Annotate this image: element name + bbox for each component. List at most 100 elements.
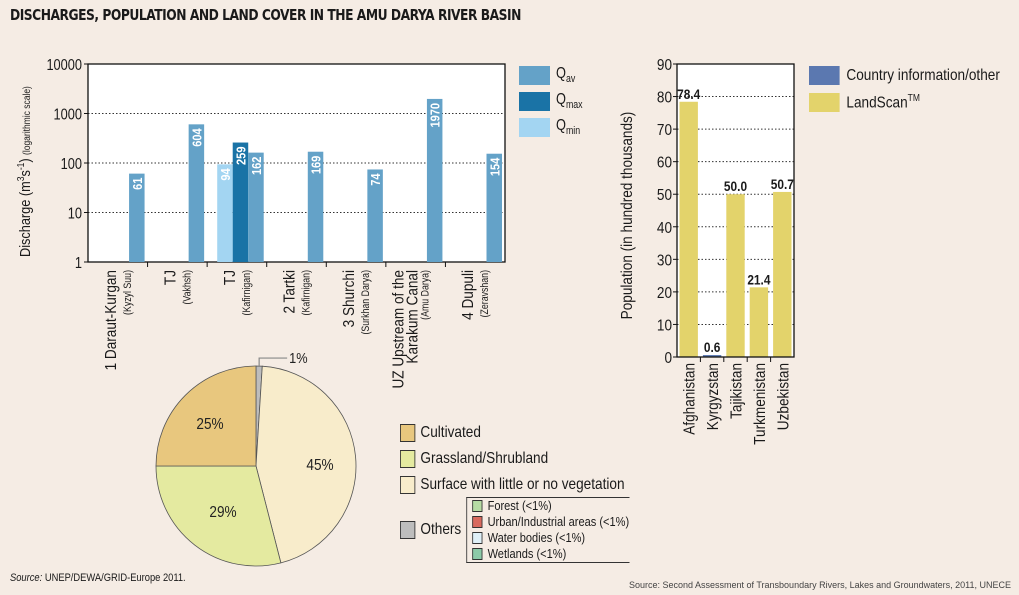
- discharge-bar-qav: [188, 124, 205, 262]
- legend-label: Urban/Industrial areas (<1%): [487, 514, 630, 529]
- population-y-tick-label: 70: [657, 122, 672, 139]
- discharge-category-label: 2 Tartki: [282, 270, 299, 314]
- page-title: DISCHARGES, POPULATION AND LAND COVER IN…: [10, 6, 521, 24]
- population-data-label: 50.0: [724, 178, 747, 194]
- landcover-legend: Cultivated Grassland/Shrubland Surface wit…: [400, 420, 630, 563]
- legend-label: Surface with little or no vegetation: [420, 476, 625, 493]
- population-data-label: 21.4: [747, 271, 771, 287]
- legend-item-cultivated: Cultivated: [400, 420, 629, 446]
- legend-label: Forest (<1%): [487, 498, 552, 513]
- discharge-category-label: 4 Dupuli: [460, 270, 477, 320]
- population-bar: [749, 287, 769, 357]
- discharge-bar-qav: [307, 151, 324, 262]
- discharge-legend: Qav Qmax Qmin: [519, 62, 589, 140]
- population-y-tick-label: 30: [657, 252, 672, 269]
- legend-label: Cultivated: [420, 424, 481, 441]
- pie-slice-label: 1%: [289, 349, 307, 366]
- legend-label: Country information/other: [846, 66, 1000, 84]
- pie-slice-cultivated: [155, 365, 257, 467]
- population-y-tick-label: 80: [657, 90, 672, 107]
- legend-item-qmax: Qmax: [519, 88, 589, 114]
- legend-swatch: [472, 500, 483, 512]
- discharge-category-river: (Kafirnigan): [301, 270, 313, 315]
- legend-item-qav: Qav: [519, 62, 589, 88]
- discharge-category-river: (Kyzyl Suu): [122, 270, 134, 315]
- population-y-tick-label: 60: [657, 155, 672, 172]
- discharge-category-river: (Kafirnigan): [241, 270, 253, 315]
- discharge-bar-qav: [129, 173, 145, 262]
- population-bar: [702, 355, 722, 357]
- population-bar: [679, 101, 698, 358]
- population-y-tick-label: 0: [664, 350, 672, 367]
- discharge-data-label: 169: [309, 155, 324, 174]
- population-y-tick-label: 40: [657, 220, 672, 237]
- legend-swatch: [400, 521, 416, 539]
- discharge-data-label: 604: [190, 128, 205, 147]
- population-chart: 0 10 20 30 40 50 60 70 80 90 78.4 Afghanistan 0.6 Kyr…: [619, 57, 795, 445]
- legend-swatch: [809, 93, 840, 112]
- legend-swatch: [472, 516, 483, 528]
- legend-item-surface: Surface with little or no vegetation: [400, 472, 629, 498]
- discharge-data-label: 259: [234, 146, 249, 165]
- discharge-data-label: 1970: [428, 103, 443, 128]
- discharge-bar-qav: [248, 152, 264, 262]
- legend-label: LandScanTM: [846, 92, 920, 112]
- legend-subitem-wetlands: Wetlands (<1%): [472, 546, 629, 562]
- discharge-category-river: (Amu Darya): [420, 270, 432, 320]
- legend-label: Qmax: [556, 90, 583, 112]
- legend-item-qmin: Qmin: [519, 114, 589, 140]
- discharge-bar-qav: [426, 98, 443, 262]
- legend-label: Water bodies (<1%): [487, 530, 586, 545]
- discharge-bar-qmax: [232, 142, 249, 262]
- discharge-bar-qav: [367, 169, 383, 262]
- discharge-category-label: 1 Daraut-Kurgan: [103, 270, 120, 370]
- population-y-tick-label: 20: [657, 285, 672, 302]
- legend-swatch: [400, 424, 416, 442]
- legend-swatch: [809, 66, 840, 85]
- pie-slice-label: 29%: [209, 504, 236, 521]
- legend-item-others: Others Forest (<1%) Urban/Industrial areas…: [400, 497, 630, 563]
- legend-item-grassland: Grassland/Shrubland: [400, 446, 629, 472]
- discharge-chart: 1 10 100 1000 10000 Discharge (m3s-1)(logarit…: [15, 57, 506, 389]
- population-category-label: Turkmenistan: [752, 363, 769, 445]
- discharge-category-label: TJ: [222, 270, 239, 285]
- population-y-axis-label: Population (in hundred thousands): [619, 112, 636, 320]
- discharge-category-river: (Vakhsh): [182, 270, 194, 305]
- legend-label: Others: [420, 521, 462, 538]
- population-category-label: Tajikistan: [729, 363, 746, 419]
- discharge-y-tick-label: 10000: [46, 57, 82, 75]
- population-y-tick-label: 50: [657, 187, 672, 204]
- others-breakdown: Forest (<1%) Urban/Industrial areas (<1%)…: [466, 497, 630, 563]
- population-plot-frame: [676, 63, 795, 358]
- landcover-pie: 1% 45% 29% 25%: [155, 349, 357, 567]
- legend-swatch: [519, 91, 550, 111]
- discharge-data-label: 74: [368, 173, 383, 186]
- population-bar: [773, 191, 792, 357]
- population-category-label: Uzbekistan: [775, 363, 792, 430]
- discharge-bar-qmin: [217, 164, 233, 262]
- discharge-category-river: (Zeravshan): [479, 270, 491, 317]
- discharge-y-tick-label: 10: [68, 205, 82, 223]
- source-left-prefix: Source:: [10, 572, 43, 584]
- legend-swatch: [472, 532, 483, 544]
- legend-swatch: [400, 476, 416, 494]
- discharge-category-label: Karakum Canal: [405, 270, 422, 364]
- legend-swatch: [472, 548, 483, 560]
- population-category-label: Afghanistan: [682, 363, 699, 435]
- pie-slice-surface: [255, 365, 357, 564]
- legend-item-landscan: LandScanTM: [809, 89, 1000, 116]
- discharge-y-tick-label: 1: [75, 255, 82, 273]
- population-bar: [726, 194, 745, 357]
- pie-leader-line: [258, 357, 288, 367]
- source-left: Source: UNEP/DEWA/GRID-Europe 2011.: [10, 572, 186, 584]
- legend-subitem-forest: Forest (<1%): [472, 498, 629, 514]
- legend-swatch: [400, 450, 416, 468]
- legend-swatch: [519, 117, 550, 137]
- discharge-data-label: 94: [218, 168, 233, 181]
- discharge-category-label: UZ Upstream of the: [391, 270, 408, 389]
- discharge-y-tick-label: 100: [61, 156, 82, 174]
- discharge-plot-frame: [87, 63, 506, 263]
- population-data-label: 50.7: [771, 176, 794, 192]
- discharge-data-label: 162: [249, 156, 264, 175]
